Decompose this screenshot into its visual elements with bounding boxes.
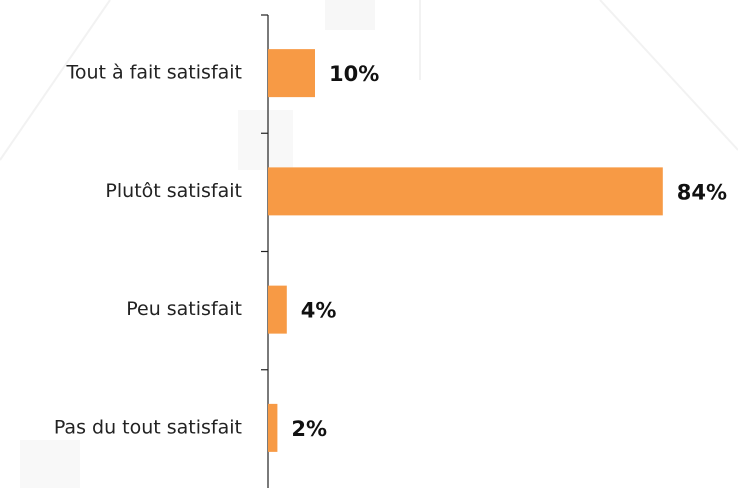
category-label: Tout à fait satisfait bbox=[65, 62, 242, 84]
bar bbox=[268, 49, 315, 98]
value-label: 4% bbox=[301, 299, 337, 323]
category-label: Peu satisfait bbox=[126, 298, 242, 320]
category-label: Pas du tout satisfait bbox=[54, 416, 242, 438]
value-label: 2% bbox=[291, 417, 327, 441]
bar bbox=[268, 285, 287, 334]
bar bbox=[268, 403, 278, 452]
category-label: Plutôt satisfait bbox=[105, 180, 242, 202]
bar bbox=[268, 167, 663, 216]
value-label: 10% bbox=[329, 62, 379, 86]
value-label: 84% bbox=[677, 180, 727, 204]
